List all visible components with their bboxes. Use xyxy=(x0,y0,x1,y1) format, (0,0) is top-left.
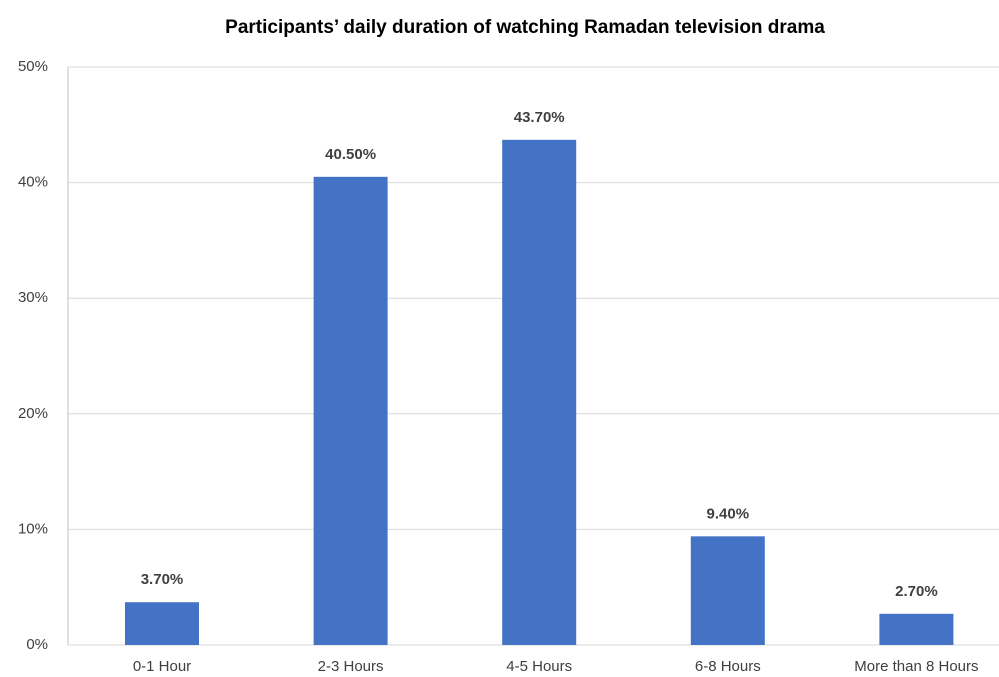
x-tick-label: 0-1 Hour xyxy=(133,658,191,675)
bar xyxy=(879,613,954,645)
y-tick-label: 30% xyxy=(18,289,48,306)
y-tick-label: 50% xyxy=(18,58,48,75)
y-tick-label: 0% xyxy=(26,636,48,653)
bar xyxy=(502,139,577,645)
data-label: 40.50% xyxy=(325,146,376,163)
data-label: 3.70% xyxy=(141,571,184,588)
x-tick-label: 2-3 Hours xyxy=(318,658,384,675)
y-tick-label: 10% xyxy=(18,520,48,537)
x-tick-label: 6-8 Hours xyxy=(695,658,761,675)
data-label: 9.40% xyxy=(707,505,750,522)
y-tick-label: 40% xyxy=(18,174,48,191)
data-label: 2.70% xyxy=(895,583,938,600)
bar xyxy=(125,602,199,645)
bar xyxy=(313,176,388,645)
bar xyxy=(690,536,765,645)
chart-title: Participants’ daily duration of watching… xyxy=(225,17,825,38)
y-tick-label: 20% xyxy=(18,405,48,422)
x-tick-label: 4-5 Hours xyxy=(506,658,572,675)
x-tick-label: More than 8 Hours xyxy=(854,658,978,675)
data-label: 43.70% xyxy=(514,109,565,126)
